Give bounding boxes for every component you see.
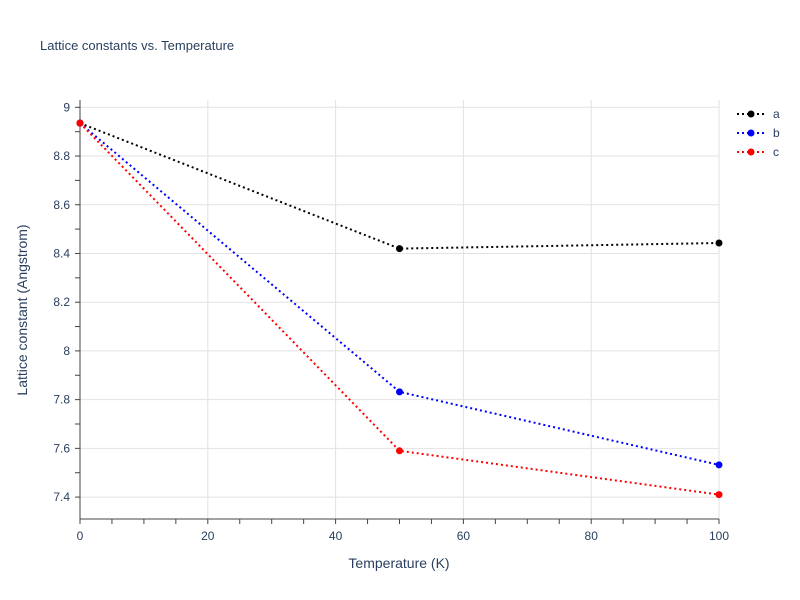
x-tick-label: 80: [585, 529, 599, 543]
series-point-c: [76, 119, 84, 127]
series-point-c: [715, 491, 723, 499]
legend-label-a: a: [773, 107, 780, 121]
y-tick-label: 7.8: [53, 393, 70, 407]
y-tick-label: 7.6: [53, 441, 70, 455]
series-point-a: [396, 245, 403, 253]
legend[interactable]: abc: [737, 107, 780, 159]
x-tick-label: 20: [201, 529, 215, 543]
x-axis-title: Temperature (K): [348, 555, 449, 571]
legend-marker-c: [747, 148, 755, 156]
legend-label-c: c: [773, 145, 779, 159]
y-tick-label: 9: [63, 100, 70, 114]
series-point-b: [715, 461, 723, 469]
x-tick-label: 60: [457, 529, 471, 543]
y-tick-label: 8.8: [53, 149, 70, 163]
legend-marker-a: [747, 110, 755, 118]
axes-layer: 0 20 40 60 80 100 7.4 7.6 7.8 8 8.2 8.4 8.6 8.8 9: [53, 100, 729, 543]
series-point-a: [715, 239, 723, 247]
series-point-c: [396, 447, 403, 455]
series-layer: [76, 119, 723, 499]
x-tick-label: 40: [329, 529, 343, 543]
chart-title: Lattice constants vs. Temperature: [40, 38, 234, 53]
y-tick-label: 7.4: [53, 490, 70, 504]
legend-marker-b: [747, 129, 755, 137]
y-tick-label: 8.6: [53, 198, 70, 212]
x-tick-label: 0: [77, 529, 84, 543]
x-tick-label: 100: [709, 529, 729, 543]
series-line-a: [79, 122, 720, 250]
series-line-b: [79, 122, 720, 466]
legend-label-b: b: [773, 126, 780, 140]
grid-layer: [80, 100, 720, 519]
series-point-b: [396, 388, 403, 396]
y-tick-label: 8.4: [53, 246, 70, 260]
y-axis-title: Lattice constant (Angstrom): [14, 224, 30, 395]
y-tick-label: 8: [63, 344, 70, 358]
y-tick-label: 8.2: [53, 295, 70, 309]
